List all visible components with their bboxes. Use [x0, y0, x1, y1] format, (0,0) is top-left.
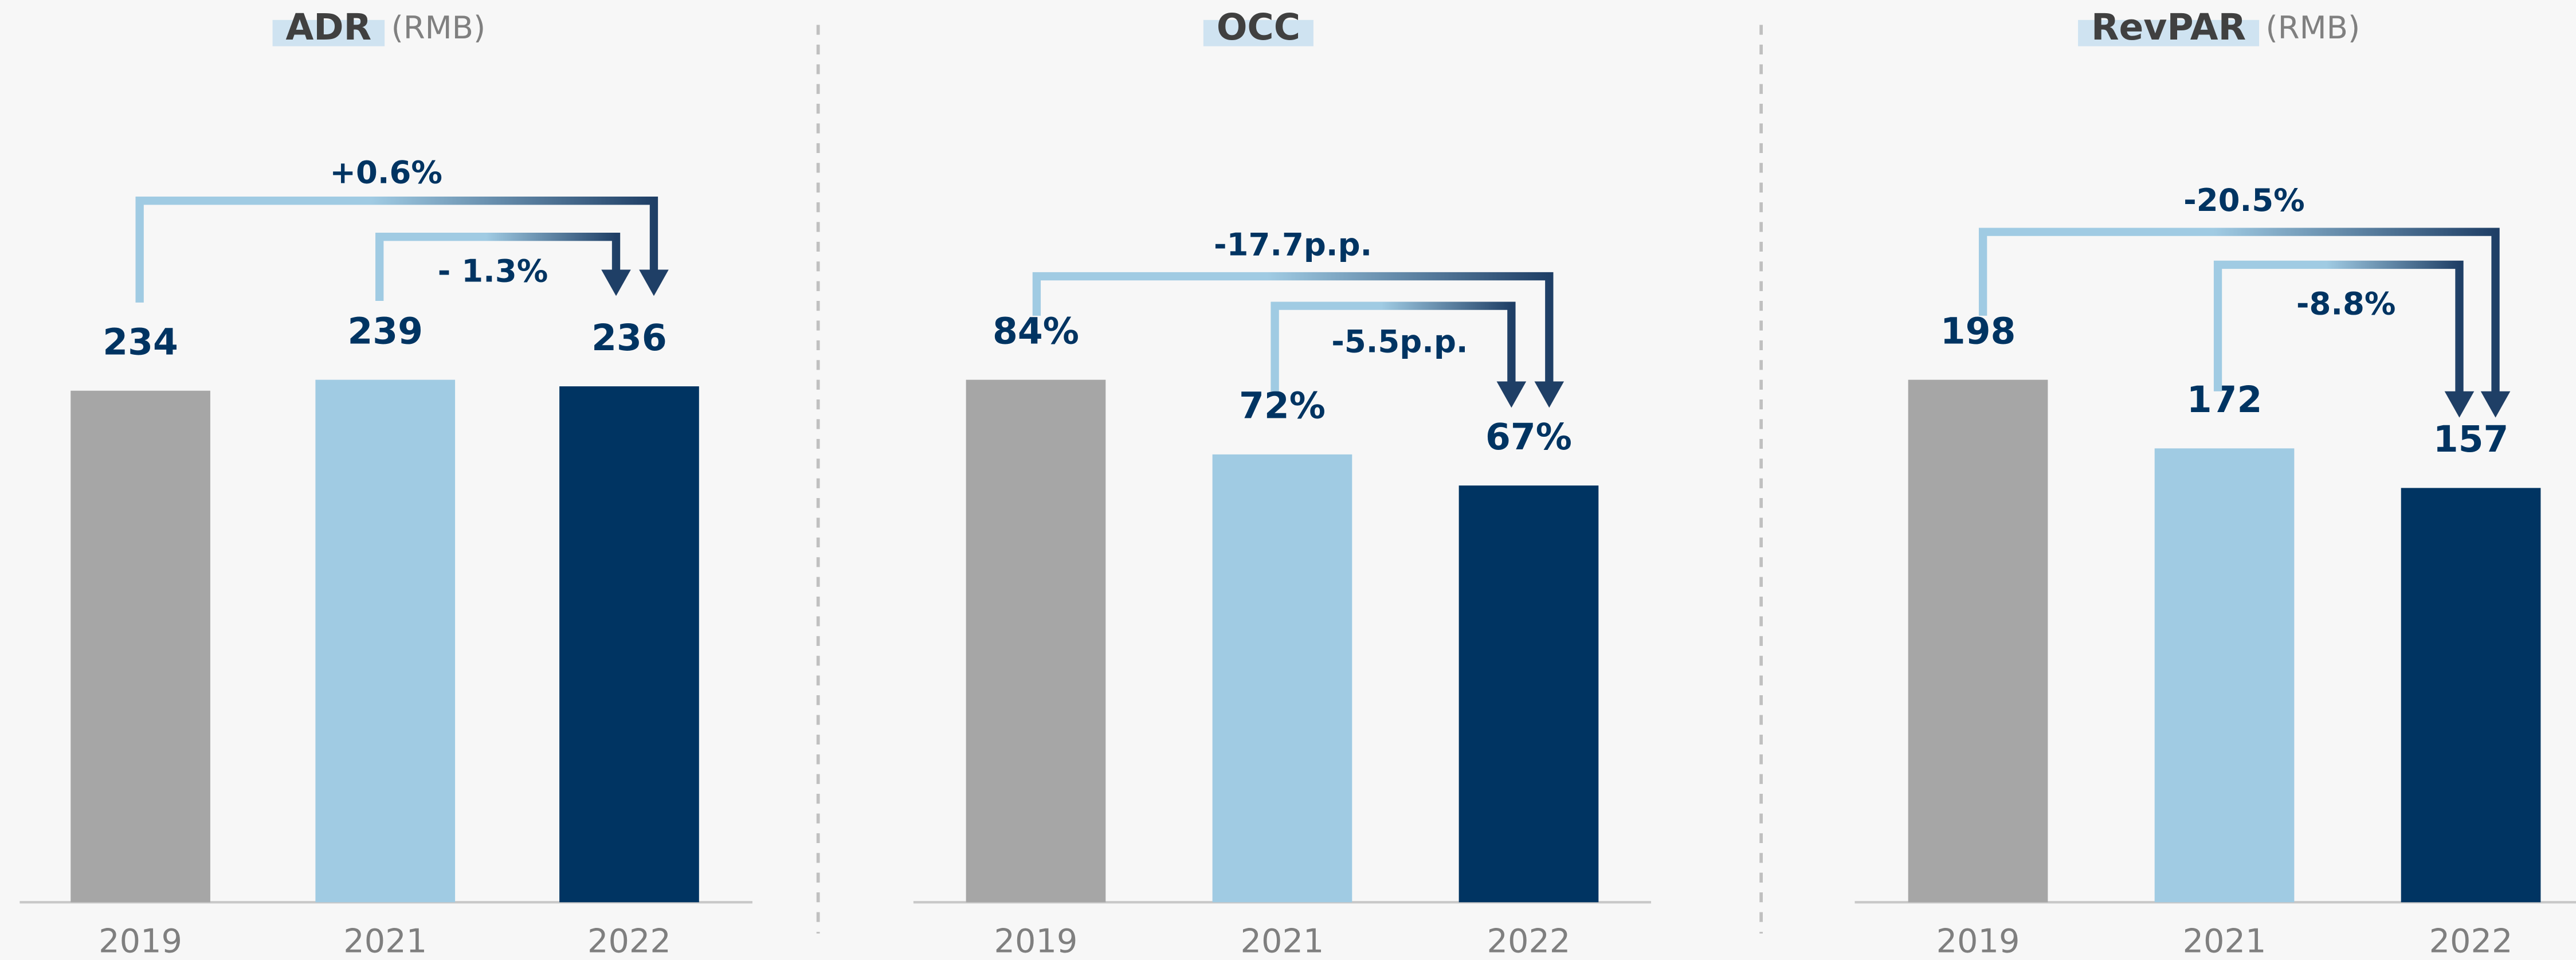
- x-tick-label: 2019: [99, 922, 182, 960]
- change-arrow: [375, 233, 621, 301]
- chart-subtitle: (RMB): [391, 9, 486, 46]
- change-label: +0.6%: [330, 154, 442, 190]
- bar: [966, 379, 1106, 903]
- value-label: 239: [347, 309, 423, 352]
- value-label: 157: [2433, 418, 2509, 460]
- change-arrow: [135, 196, 658, 303]
- change-arrow: [2213, 260, 2464, 395]
- title-highlight: [272, 19, 385, 46]
- x-tick-label: 2021: [343, 922, 427, 960]
- arrow-head: [1496, 381, 1527, 408]
- arrow-head: [639, 269, 669, 296]
- x-tick-label: 2022: [587, 922, 671, 960]
- title-highlight: [2078, 19, 2260, 46]
- bar: [559, 386, 699, 903]
- x-tick-label: 2021: [2183, 922, 2267, 960]
- value-label: 84%: [993, 309, 1079, 352]
- arrow-head: [1534, 381, 1565, 408]
- value-label: 198: [1940, 309, 2016, 352]
- bar: [70, 390, 210, 903]
- bar: [1458, 485, 1599, 903]
- chart: ADR (RMB) 234 2019 239 2021 236 2022 +0.6% - 1.3%: [19, 6, 752, 960]
- x-tick-label: 2022: [2429, 922, 2513, 960]
- chart-subtitle: (RMB): [2266, 9, 2361, 46]
- chart: OCC 84% 2019 72% 2021 67% 2022 -17.7p.p. -5.5p.p…: [913, 6, 1652, 960]
- change-arrow: [1978, 228, 2500, 395]
- bar: [1212, 454, 1352, 903]
- chart-title: RevPAR: [2091, 6, 2246, 48]
- bar: [2154, 448, 2295, 903]
- chart-title: OCC: [1217, 6, 1300, 48]
- title-highlight: [1203, 19, 1314, 46]
- x-tick-label: 2022: [1487, 922, 1571, 960]
- x-tick-label: 2019: [1936, 922, 2020, 960]
- arrow-head: [601, 269, 631, 296]
- value-label: 67%: [1485, 416, 1572, 458]
- chart: RevPAR (RMB) 198 2019 172 2021 157 2022 -20.5% -8…: [1854, 6, 2576, 960]
- chart-title: ADR: [285, 6, 371, 48]
- arrow-head: [2480, 391, 2511, 418]
- change-arrow: [1032, 272, 1554, 385]
- change-arrow: [1271, 301, 1516, 391]
- change-label: - 1.3%: [438, 252, 548, 289]
- change-label: -17.7p.p.: [1214, 226, 1372, 263]
- x-tick-label: 2019: [994, 922, 1078, 960]
- change-label: -5.5p.p.: [1331, 323, 1468, 360]
- arrow-head: [2444, 391, 2475, 418]
- bar: [2401, 488, 2541, 903]
- bar: [315, 379, 456, 903]
- value-label: 236: [591, 316, 667, 359]
- value-label: 72%: [1239, 385, 1326, 427]
- value-label: 234: [103, 321, 178, 363]
- x-tick-label: 2021: [1241, 922, 1324, 960]
- value-label: 172: [2187, 378, 2263, 421]
- change-label: -8.8%: [2296, 285, 2396, 322]
- bar: [1908, 379, 2048, 903]
- change-label: -20.5%: [2183, 182, 2305, 218]
